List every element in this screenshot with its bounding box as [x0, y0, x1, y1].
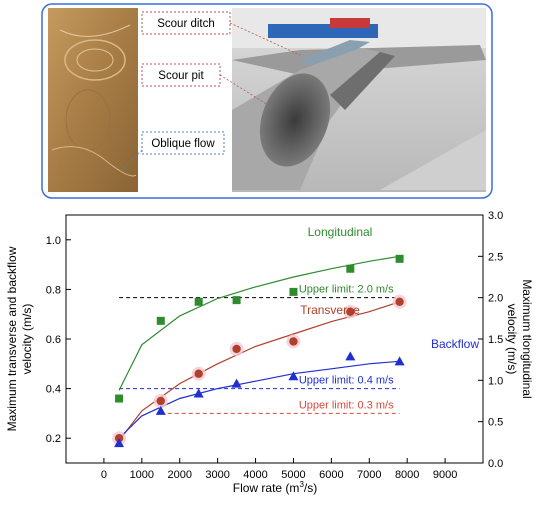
scour-ditch-box — [141, 11, 231, 35]
y-left-tick-label: 0.4 — [46, 384, 61, 396]
x-tick-label: 9000 — [433, 469, 457, 481]
x-tick-label: 5000 — [281, 469, 305, 481]
svg-text:Maximum tlongitudinal: Maximum tlongitudinal — [520, 279, 534, 398]
oblique-flow-label: Oblique flow — [151, 138, 215, 150]
x-tick-label: 4000 — [243, 469, 267, 481]
fit-curve — [118, 360, 400, 439]
y-right-axis-label: Maximum tlongitudinal velocity (m/s) — [505, 279, 534, 398]
limit-label: Upper limit: 0.4 m/s — [299, 375, 394, 387]
limit-label: Upper limit: 0.3 m/s — [299, 399, 394, 411]
data-points — [112, 254, 407, 448]
y-right-tick-label: 1.5 — [488, 334, 503, 346]
x-axis-ticks: 0 1000 2000 3000 4000 5000 6000 7000 8000 9000 — [101, 458, 457, 481]
plot-frame — [65, 214, 484, 464]
backflow-point — [231, 378, 242, 388]
chart: Upper limit: 2.0 m/s Upper limit: 0.4 m/s… — [5, 210, 534, 495]
longitudinal-point — [395, 254, 404, 263]
svg-text:velocity (m/s): velocity (m/s) — [20, 304, 34, 375]
oblique-flow-leader — [119, 149, 143, 173]
x-tick-label: 7000 — [357, 469, 381, 481]
y-right-tick-label: 3.0 — [488, 210, 503, 222]
flume-photo — [232, 8, 486, 192]
y-left-tick-label: 1.0 — [46, 235, 61, 247]
backflow-point — [288, 371, 299, 381]
y-left-axis-label: Maximum transverse and backflow velocity… — [5, 246, 34, 431]
y-right-axis-ticks: 0.0 0.5 1.0 1.5 2.0 2.5 3.0 — [478, 210, 503, 470]
transverse-point — [156, 396, 165, 406]
y-right-tick-label: 2.0 — [488, 293, 503, 305]
x-tick-label: 6000 — [319, 469, 343, 481]
series-labels: Longitudinal Transverse Backflow — [300, 225, 479, 351]
backflow-point — [155, 405, 166, 415]
y-left-tick-label: 0.8 — [46, 284, 61, 296]
y-left-tick-label: 0.2 — [46, 433, 61, 445]
scour-pit-leader — [219, 74, 269, 106]
longitudinal-point — [346, 264, 355, 273]
scour-ditch-label: Scour ditch — [157, 18, 215, 30]
y-right-tick-label: 0.5 — [488, 417, 503, 429]
fit-curve — [118, 255, 400, 391]
x-axis-label: Flow rate (m3/s) — [233, 480, 317, 495]
longitudinal-point — [156, 316, 165, 325]
y-left-axis-ticks: 0.2 0.4 0.6 0.8 1.0 — [46, 235, 71, 445]
scour-ditch-leader — [229, 22, 301, 56]
svg-text:velocity (m/s): velocity (m/s) — [505, 304, 519, 375]
x-tick-label: 0 — [101, 469, 107, 481]
photo-panel: Scour ditch Scour pit Oblique flow — [41, 3, 493, 199]
y-right-tick-label: 0.0 — [488, 458, 503, 470]
oblique-flow-box — [141, 131, 225, 155]
series-label: Backflow — [431, 337, 479, 351]
longitudinal-point — [115, 394, 124, 403]
backflow-point — [193, 388, 204, 398]
backflow-point — [114, 438, 125, 448]
backflow-point — [394, 356, 405, 366]
longitudinal-point — [232, 296, 241, 305]
series-label: Longitudinal — [308, 225, 373, 239]
longitudinal-point — [194, 297, 203, 306]
limit-lines: Upper limit: 2.0 m/s Upper limit: 0.4 m/s… — [119, 284, 400, 414]
transverse-point — [346, 307, 355, 316]
scour-pit-label: Scour pit — [158, 70, 204, 82]
limit-label: Upper limit: 2.0 m/s — [299, 284, 394, 296]
longitudinal-point — [289, 287, 298, 296]
y-right-tick-label: 2.5 — [488, 251, 503, 263]
model-photo — [48, 8, 138, 192]
backflow-point — [345, 351, 356, 361]
x-tick-label: 2000 — [167, 469, 191, 481]
y-left-tick-label: 0.6 — [46, 334, 61, 346]
x-tick-label: 8000 — [395, 469, 419, 481]
x-tick-label: 1000 — [130, 469, 154, 481]
svg-text:Maximum transverse and backflo: Maximum transverse and backflow — [5, 246, 19, 431]
transverse-point — [232, 344, 241, 354]
series-label: Transverse — [300, 303, 360, 317]
y-right-tick-label: 1.0 — [488, 375, 503, 387]
transverse-point — [395, 297, 404, 306]
transverse-point — [194, 369, 203, 378]
transverse-point — [289, 337, 298, 346]
x-tick-label: 3000 — [205, 469, 229, 481]
